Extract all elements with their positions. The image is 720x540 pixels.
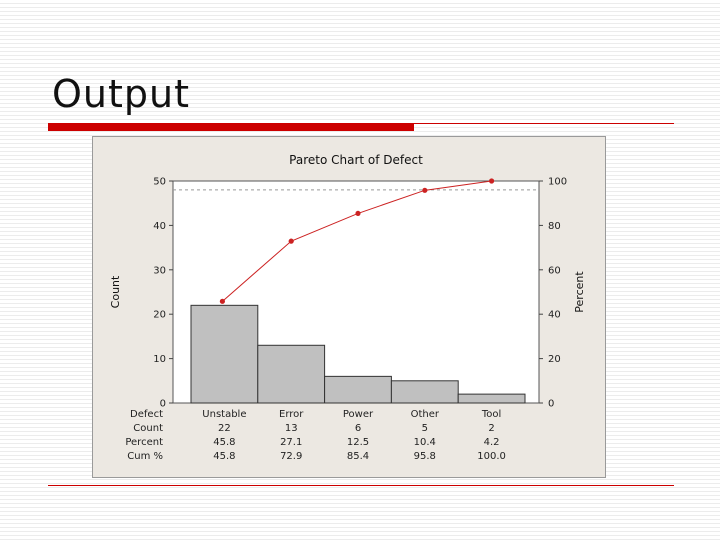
table-cell-count: 6 — [355, 423, 361, 434]
table-cell-percent: 10.4 — [414, 437, 436, 448]
y-tick-label: 10 — [153, 354, 166, 365]
y2-axis-label: Percent — [573, 271, 586, 313]
y2-tick-label: 0 — [548, 399, 554, 410]
table-row-label: Cum % — [127, 451, 163, 462]
footer-rule — [48, 485, 674, 486]
chart-title: Pareto Chart of Defect — [289, 153, 423, 167]
category-label: Tool — [481, 409, 501, 420]
table-cell-cum: 45.8 — [213, 451, 235, 462]
bar-error — [258, 345, 325, 403]
table-cell-count: 5 — [422, 423, 428, 434]
table-cell-cum: 72.9 — [280, 451, 302, 462]
bar-power — [325, 376, 392, 403]
pareto-chart: Pareto Chart of Defect504030201001008060… — [93, 137, 605, 477]
cumulative-point — [355, 211, 360, 216]
table-row-label: Count — [133, 423, 163, 434]
cumulative-point — [489, 178, 494, 183]
y2-tick-label: 40 — [548, 310, 561, 321]
y-tick-label: 50 — [153, 177, 166, 188]
bar-other — [391, 381, 458, 403]
cumulative-point — [220, 299, 225, 304]
y-tick-label: 40 — [153, 221, 166, 232]
category-label: Other — [411, 409, 440, 420]
table-cell-count: 2 — [488, 423, 494, 434]
category-label: Error — [279, 409, 304, 420]
category-label: Power — [343, 409, 374, 420]
category-label: Unstable — [202, 409, 246, 420]
y-tick-label: 20 — [153, 310, 166, 321]
y2-tick-label: 80 — [548, 221, 561, 232]
y2-tick-label: 60 — [548, 265, 561, 276]
y-tick-label: 0 — [160, 399, 166, 410]
table-cell-percent: 45.8 — [213, 437, 235, 448]
table-cell-cum: 100.0 — [477, 451, 506, 462]
table-cell-percent: 4.2 — [484, 437, 500, 448]
pareto-chart-panel: Pareto Chart of Defect 50 40 30 20 10 0 100 80 60… — [92, 136, 606, 478]
cumulative-point — [289, 239, 294, 244]
bar-unstable — [191, 305, 258, 403]
cumulative-point — [422, 188, 427, 193]
table-row-label: Defect — [130, 409, 163, 420]
y-axis-label: Count — [109, 275, 122, 308]
bar-tool — [458, 394, 525, 403]
table-cell-count: 13 — [285, 423, 298, 434]
y2-tick-label: 20 — [548, 354, 561, 365]
title-underline-accent — [48, 124, 414, 131]
table-cell-cum: 85.4 — [347, 451, 369, 462]
table-cell-percent: 12.5 — [347, 437, 369, 448]
table-cell-percent: 27.1 — [280, 437, 302, 448]
y2-tick-label: 100 — [548, 177, 567, 188]
table-cell-cum: 95.8 — [414, 451, 436, 462]
y-tick-label: 30 — [153, 265, 166, 276]
table-cell-count: 22 — [218, 423, 231, 434]
slide-title: Output — [52, 72, 190, 116]
table-row-label: Percent — [125, 437, 163, 448]
